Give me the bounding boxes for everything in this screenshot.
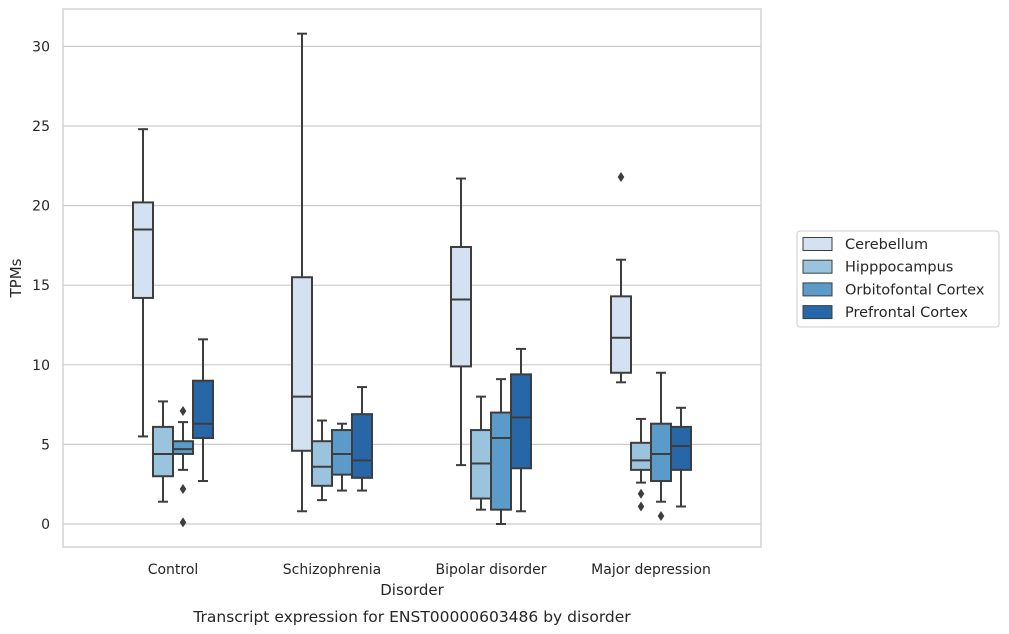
- outlier-point: [637, 501, 645, 512]
- x-tick-label: Major depression: [591, 562, 711, 578]
- y-tick-labels: 0 5 10 15 20 25 30: [32, 39, 50, 533]
- box-body: [610, 295, 632, 374]
- outlier-point: [657, 511, 665, 522]
- legend-swatch: [802, 259, 833, 274]
- x-axis-label: Disorder: [380, 581, 444, 599]
- y-axis-label: TPMs: [7, 258, 25, 298]
- legend-swatch: [802, 237, 833, 251]
- box-3-0: [192, 338, 214, 483]
- outlier-point: [179, 483, 187, 494]
- y-tick-label: 20: [32, 199, 50, 215]
- outlier-point: [637, 488, 645, 499]
- box-3-3: [670, 406, 692, 508]
- x-tick-labels: Control Schizophrenia Bipolar disorder Majo…: [148, 562, 711, 578]
- legend-swatch: [802, 282, 833, 297]
- y-tick-label: 30: [32, 39, 50, 55]
- outlier-point: [617, 171, 625, 182]
- boxes-layer: [132, 32, 692, 528]
- box-1-2: [470, 395, 492, 511]
- box-body: [331, 429, 353, 476]
- box-body: [650, 422, 672, 483]
- box-2-1: [331, 422, 353, 492]
- box-body: [132, 201, 154, 299]
- x-tick-label: Schizophrenia: [283, 562, 381, 578]
- legend-label: Prefrontal Cortex: [845, 305, 968, 321]
- box-0-3: [610, 171, 632, 384]
- box-2-2: [490, 378, 512, 525]
- outlier-point: [179, 405, 187, 416]
- box-0-1: [291, 32, 313, 513]
- box-body: [311, 440, 333, 487]
- legend-frame: [796, 230, 1000, 328]
- box-body: [172, 440, 194, 455]
- box-body: [510, 373, 532, 470]
- y-tick-label: 25: [32, 119, 50, 135]
- box-body: [291, 276, 313, 452]
- box-body: [450, 245, 472, 368]
- y-tick-label: 0: [41, 517, 50, 533]
- legend-label: Orbitofontal Cortex: [845, 282, 985, 298]
- box-1-1: [311, 419, 333, 502]
- box-3-2: [510, 347, 532, 513]
- x-tick-label: Bipolar disorder: [435, 562, 546, 578]
- y-tick-label: 5: [41, 437, 50, 453]
- x-tick-label: Control: [148, 562, 199, 578]
- box-body: [490, 411, 512, 511]
- box-body: [192, 379, 214, 440]
- box-body: [152, 425, 174, 478]
- box-0-2: [450, 177, 472, 467]
- box-body: [670, 425, 692, 471]
- box-0-0: [132, 128, 154, 438]
- legend: Cerebellum Hipppocampus Orbitofontal Corte…: [796, 230, 1000, 328]
- legend-label: Cerebellum: [845, 237, 928, 253]
- y-tick-label: 15: [32, 278, 50, 294]
- y-tick-label: 10: [32, 358, 50, 374]
- box-body: [630, 441, 652, 471]
- box-2-3: [650, 371, 672, 522]
- legend-label: Hipppocampus: [845, 260, 953, 276]
- legend-swatch: [802, 305, 833, 320]
- box-1-3: [630, 417, 652, 512]
- box-1-0: [152, 400, 174, 503]
- box-2-0: [172, 405, 194, 528]
- plot-frame: [62, 8, 762, 548]
- chart-caption: Transcript expression for ENST0000060348…: [192, 608, 631, 626]
- outlier-point: [179, 517, 187, 528]
- box-3-1: [351, 386, 373, 492]
- box-body: [351, 413, 373, 479]
